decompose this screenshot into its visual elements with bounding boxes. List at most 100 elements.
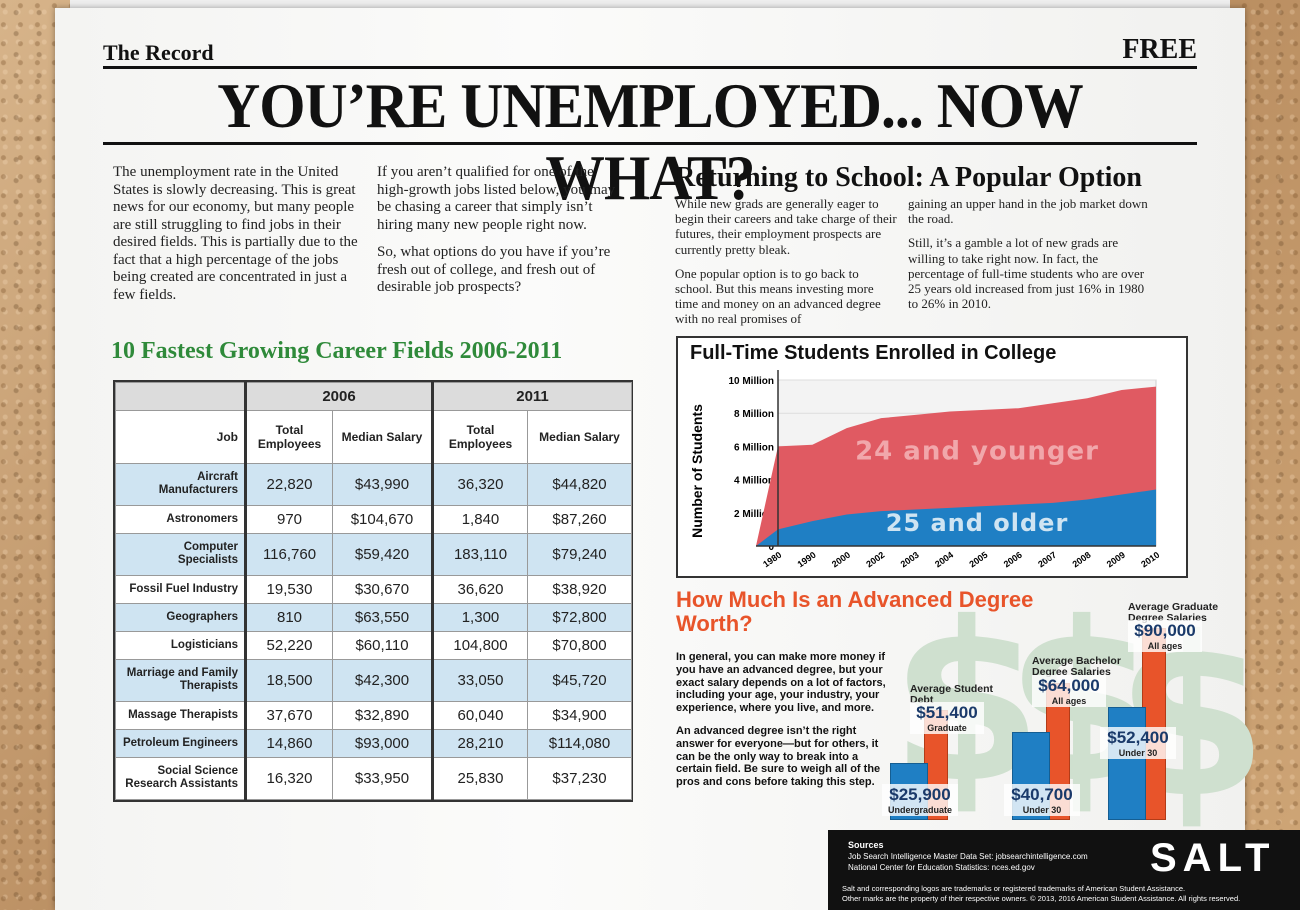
bar-blue [1108, 707, 1146, 820]
x-tick-label: 2007 [1036, 550, 1058, 570]
value-cell: 19,530 [244, 574, 333, 604]
x-tick-label: 2000 [830, 550, 852, 570]
value-cell: $44,820 [526, 462, 633, 506]
masthead-price: FREE [1122, 34, 1197, 65]
col-header-employees-2011: Total Employees [431, 410, 528, 464]
headline-rule [103, 142, 1197, 145]
sources-heading: Sources [848, 840, 884, 850]
job-cell: Fossil Fuel Industry [115, 574, 246, 604]
value-cell: 16,320 [244, 756, 333, 801]
source-line: National Center for Education Statistics… [848, 863, 1035, 872]
value-cell: 25,830 [431, 756, 528, 801]
area-25-and-older [756, 489, 1156, 546]
series-label: 24 and younger [855, 437, 1099, 467]
value-cell: $114,080 [526, 728, 633, 758]
value-cell: $60,110 [332, 630, 433, 660]
school-title: Returning to School: A Popular Option [675, 162, 1143, 193]
value-cell: 28,210 [431, 728, 528, 758]
salt-logo: SALT [1150, 836, 1276, 880]
orange-sub: All ages [1051, 695, 1087, 706]
x-tick-label: 2006 [1002, 550, 1024, 570]
value-cell: $63,550 [332, 602, 433, 632]
table-title: 10 Fastest Growing Career Fields 2006-20… [111, 338, 563, 364]
newspaper: The Record FREE YOU’RE UNEMPLOYED... NOW… [55, 8, 1268, 910]
value-cell: $33,950 [332, 756, 433, 801]
job-cell: Astronomers [115, 504, 246, 534]
table-row: Social Science Research Assistants 16,320… [115, 756, 633, 801]
job-cell: Marriage and Family Therapists [115, 658, 246, 702]
value-cell: $34,900 [526, 700, 633, 730]
job-cell: Logisticians [115, 630, 246, 660]
value-cell: $93,000 [332, 728, 433, 758]
job-cell: Social Science Research Assistants [115, 756, 246, 801]
group-label: Average Student Debt [910, 683, 994, 706]
degree-paragraph: In general, you can make more money if y… [676, 651, 886, 715]
school-column-1: While new grads are generally eager to b… [675, 196, 897, 336]
table-row: Petroleum Engineers 14,860 $93,000 28,210 $1… [115, 728, 633, 758]
blue-value: $25,900 [889, 785, 951, 804]
value-cell: 52,220 [244, 630, 333, 660]
y-tick-label: 2 Million [734, 509, 774, 520]
blue-value-label: $40,700 Under 30 [1004, 784, 1080, 816]
degree-text: In general, you can make more money if y… [676, 651, 886, 799]
masthead-name: The Record [103, 40, 214, 65]
x-tick-label: 2009 [1105, 550, 1127, 570]
orange-value: $90,000 [1134, 621, 1196, 641]
school-paragraph: Still, it’s a gamble a lot of new grads … [908, 235, 1145, 312]
value-cell: 1,840 [431, 504, 528, 534]
value-cell: 37,670 [244, 700, 333, 730]
group-label: Average Bachelor Degree Salaries [1032, 655, 1121, 678]
col-header-employees-2006: Total Employees [244, 410, 333, 464]
year-header-2011: 2011 [430, 382, 633, 411]
col-header-job: Job [115, 410, 246, 464]
intro-paragraph: So, what options do you have if you’re f… [377, 244, 611, 295]
school-paragraph: While new grads are generally eager to b… [675, 196, 897, 257]
x-tick-label: 2004 [933, 550, 955, 570]
value-cell: $72,800 [526, 602, 633, 632]
career-table: 2006 2011 Job Total Employees Median Sal… [113, 380, 633, 802]
orange-sub: Graduate [927, 722, 967, 733]
table-corner [115, 382, 246, 411]
value-cell: 36,620 [431, 574, 528, 604]
value-cell: $79,240 [526, 532, 633, 576]
table-row: Logisticians 52,220 $60,110 104,800 $70,800 [115, 630, 633, 660]
intro-column-2: If you aren’t qualified for one of the h… [377, 164, 627, 307]
value-cell: 33,050 [431, 658, 528, 702]
y-tick-label: 10 Million [728, 376, 774, 387]
enrollment-chart: Full-Time Students Enrolled in College 0… [676, 336, 1188, 578]
legal-line: Other marks are the property of their re… [842, 894, 1241, 903]
series-label: 25 and older [886, 509, 1069, 537]
x-tick-label: 2002 [864, 550, 886, 570]
degree-paragraph: An advanced degree isn’t the right answe… [676, 724, 881, 789]
table-row: Geographers 810 $63,550 1,300 $72,800 [115, 602, 633, 632]
value-cell: 14,860 [244, 728, 333, 758]
intro-column-1: The unemployment rate in the United Stat… [113, 164, 358, 314]
legal-line: Salt and corresponding logos are tradema… [842, 884, 1186, 893]
value-cell: 116,760 [244, 532, 333, 576]
orange-value-label: $64,000 All ages [1032, 674, 1106, 707]
x-tick-label: 1990 [796, 550, 818, 570]
school-paragraph: One popular option is to go back to scho… [675, 265, 881, 327]
x-tick-label: 2003 [899, 550, 921, 570]
degree-title: How Much Is an Advanced Degree Worth? [676, 587, 1034, 636]
enrollment-chart-svg: 0 2 Million 4 Million 6 Million 8 Million 10 … [689, 370, 1161, 570]
orange-sub: All ages [1147, 641, 1183, 652]
table-row: Astronomers 970 $104,670 1,840 $87,260 [115, 504, 633, 534]
top-rule [103, 66, 1197, 69]
value-cell: $43,990 [332, 462, 433, 506]
blue-sub: Under 30 [1022, 805, 1062, 815]
x-tick-label: 2010 [1139, 550, 1161, 570]
value-cell: $32,890 [332, 700, 433, 730]
value-cell: $30,670 [332, 574, 433, 604]
job-cell: Geographers [115, 602, 246, 632]
value-cell: 104,800 [431, 630, 528, 660]
y-axis-label: Number of Students [689, 404, 705, 538]
value-cell: $42,300 [332, 658, 433, 702]
value-cell: 36,320 [431, 462, 528, 506]
y-tick-label: 0 [768, 542, 774, 553]
table-row: Massage Therapists 37,670 $32,890 60,040 $34… [115, 700, 633, 730]
intro-paragraph: If you aren’t qualified for one of the h… [377, 164, 616, 233]
table-row: Computer Specialists 116,760 $59,420 183,11… [115, 532, 633, 576]
value-cell: 1,300 [431, 602, 528, 632]
group-label: Average Graduate Degree Salaries [1128, 601, 1219, 624]
